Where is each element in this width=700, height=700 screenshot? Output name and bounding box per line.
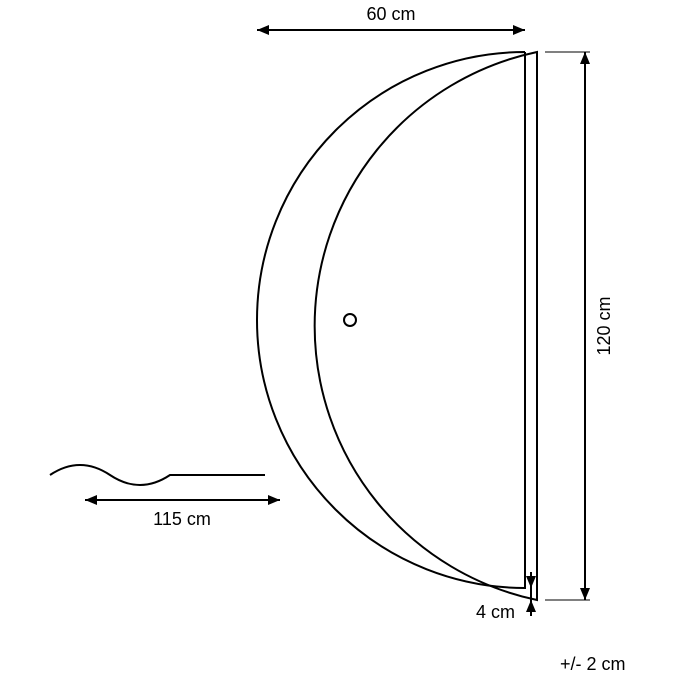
cable-length-label: 115 cm [153,509,211,529]
height-right-label: 120 cm [594,296,614,355]
tolerance-label: +/- 2 cm [560,654,626,674]
width-top-label: 60 cm [366,4,415,24]
hole-circle [344,314,356,326]
dimension-cable: 115 cm [85,495,280,529]
dimension-height-right: 120 cm [545,52,614,600]
dimension-width-top: 60 cm [257,4,525,35]
cable [50,465,265,485]
thickness-label: 4 cm [476,602,515,622]
